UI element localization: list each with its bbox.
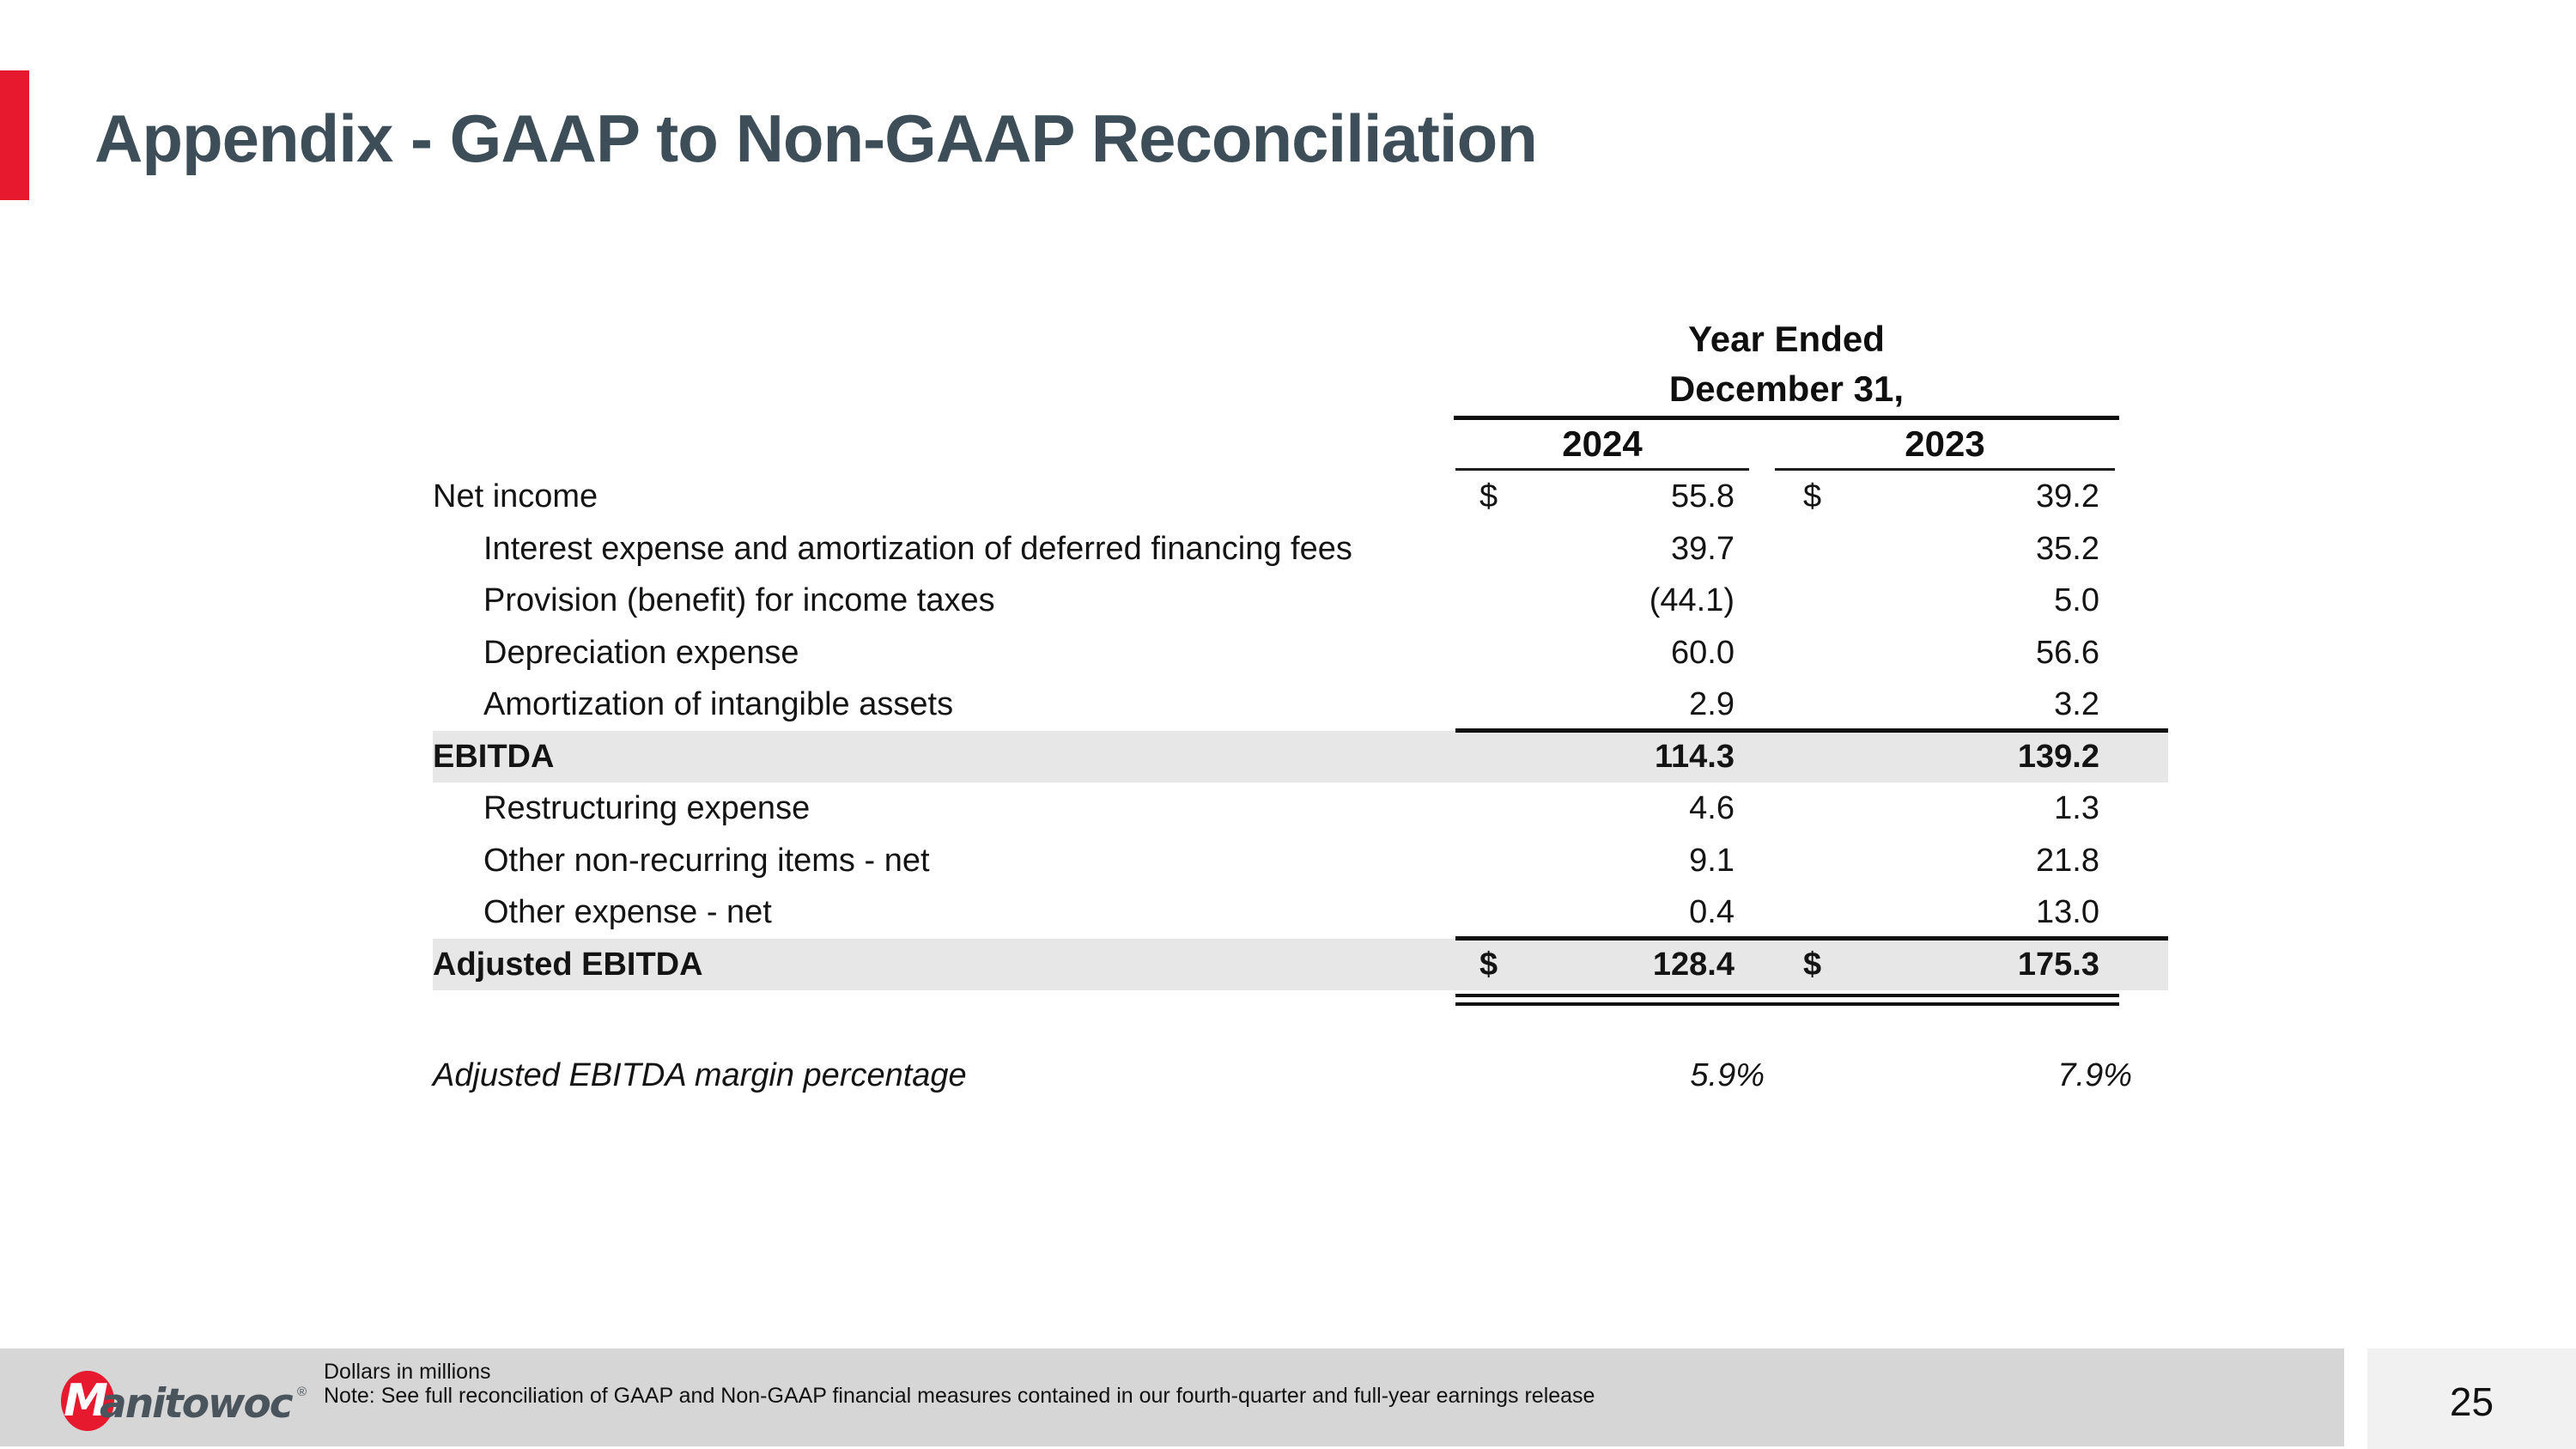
value-2023: 39.2 [2036,478,2099,514]
column-underline-2023 [1775,468,2115,471]
value-2024: 60.0 [1671,634,1735,671]
registered-trademark-icon: ® [297,1385,307,1399]
value-2024: 128.4 [1652,946,1735,983]
value-2024: 9.1 [1689,842,1735,879]
row-label: Adjusted EBITDA [433,946,703,983]
page-number: 25 [2449,1379,2494,1424]
value-2024: 39.7 [1671,530,1735,567]
value-2024: 0.4 [1689,894,1735,930]
column-header-2023: 2023 [1905,423,1985,464]
value-2024: 4.6 [1689,790,1735,826]
footnote: Dollars in millions Note: See full recon… [324,1360,1595,1408]
title-accent-bar [0,70,29,200]
row-label: Amortization of intangible assets [483,686,954,722]
table-period-header: Year Ended December 31, [1454,314,2119,414]
value-2023: 5.0 [2054,582,2099,618]
currency-symbol: $ [1479,946,1498,983]
value-2024: (44.1) [1649,582,1735,618]
value-2023: 175.3 [2017,946,2099,983]
value-2023: 3.2 [2054,686,2099,722]
currency-symbol: $ [1479,478,1498,514]
table-row-ebitda: EBITDA 114.3 139.2 [433,728,2168,782]
row-label: Depreciation expense [483,634,799,671]
value-2023: 35.2 [2036,530,2099,567]
value-2023: 56.6 [2036,634,2099,671]
column-underline-2024 [1455,468,1749,471]
value-2023: 21.8 [2036,842,2099,879]
row-label: Restructuring expense [483,790,811,826]
row-label: Other expense - net [483,894,772,930]
column-header-2024: 2024 [1562,423,1643,464]
value-2024: 5.9% [1690,1057,1765,1093]
table-row-other-non-recurring: Other non-recurring items - net 9.1 21.8 [433,835,2168,887]
value-2023: 7.9% [2057,1057,2132,1093]
value-2024: 2.9 [1689,686,1735,722]
row-label: EBITDA [433,738,555,775]
footnote-line-2: Note: See full reconciliation of GAAP an… [324,1383,1595,1408]
page-number-box: 25 [2367,1349,2576,1449]
table-body: Net income $ 55.8 $ 39.2 Interest expens… [433,471,2168,1006]
value-2024: 55.8 [1671,478,1735,514]
table-row-restructuring-expense: Restructuring expense 4.6 1.3 [433,782,2168,835]
currency-symbol: $ [1803,946,1822,983]
value-2023: 139.2 [2017,738,2099,775]
row-label: Net income [433,478,598,514]
manitowoc-logo-icon: M [61,1371,114,1431]
value-2023: 13.0 [2036,894,2099,930]
row-label: Adjusted EBITDA margin percentage [433,1057,967,1093]
page-title: Appendix - GAAP to Non-GAAP Reconciliati… [94,100,1538,176]
table-row-adjusted-ebitda: Adjusted EBITDA $ 128.4 $ 175.3 [433,935,2168,1006]
currency-symbol: $ [1803,478,1822,514]
value-2023: 1.3 [2054,790,2099,826]
row-label: Provision (benefit) for income taxes [483,582,995,618]
table-row-other-expense-net: Other expense - net 0.4 13.0 [433,886,2168,939]
period-line-1: Year Ended [1688,319,1885,359]
table-row-provision-income-taxes: Provision (benefit) for income taxes (44… [433,575,2168,627]
table-row-amortization-intangibles: Amortization of intangible assets 2.9 3.… [433,679,2168,731]
manitowoc-logo-wordmark: anitowoc [100,1380,294,1428]
logo-m-letter: M [64,1375,108,1427]
footer-bar [0,1349,2344,1446]
table-row-adjusted-ebitda-margin: Adjusted EBITDA margin percentage 5.9% 7… [433,1050,2168,1101]
period-underline [1454,416,2119,420]
table-row-net-income: Net income $ 55.8 $ 39.2 [433,471,2168,523]
row-label: Other non-recurring items - net [483,842,930,879]
table-row-depreciation-expense: Depreciation expense 60.0 56.6 [433,627,2168,679]
table-row-interest-expense: Interest expense and amortization of def… [433,523,2168,575]
row-label: Interest expense and amortization of def… [483,530,1352,567]
footnote-line-1: Dollars in millions [324,1360,491,1384]
period-line-2: December 31, [1668,368,1905,409]
value-2024: 114.3 [1655,738,1735,775]
